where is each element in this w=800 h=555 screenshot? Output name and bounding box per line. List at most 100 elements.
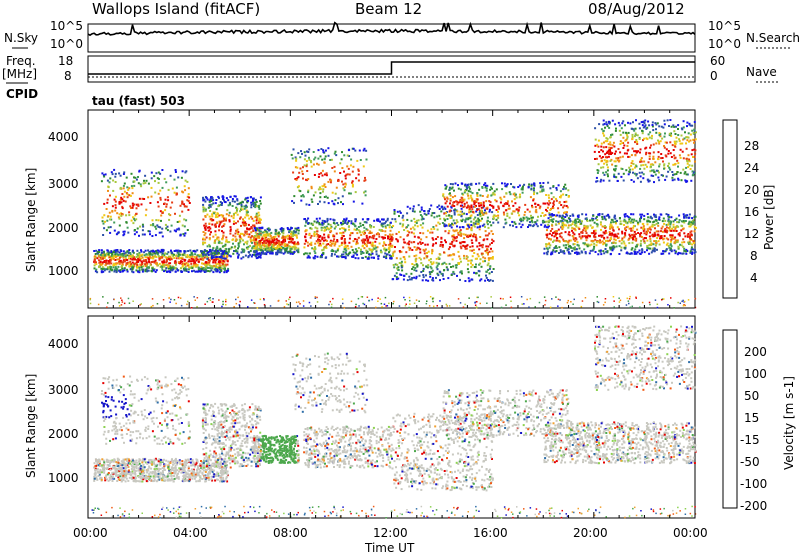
range-gate-cell	[662, 161, 664, 163]
range-gate-cell	[446, 266, 448, 268]
range-gate-cell	[667, 119, 669, 121]
range-gate-cell	[545, 243, 547, 245]
range-gate-cell	[679, 232, 681, 234]
range-gate-cell	[497, 217, 499, 219]
range-gate-cell	[636, 229, 638, 231]
range-gate-cell	[220, 201, 222, 203]
range-gate-cell	[551, 225, 553, 227]
range-gate-cell	[198, 268, 200, 270]
range-gate-cell	[472, 255, 474, 257]
range-gate-cell	[185, 269, 187, 271]
range-gate-cell	[446, 215, 448, 217]
range-gate-cell	[615, 157, 617, 159]
range-gate-cell	[97, 251, 99, 253]
range-gate-cell	[182, 265, 184, 267]
range-gate-cell	[210, 267, 212, 269]
range-gate-cell	[567, 227, 569, 229]
range-gate-cell	[166, 260, 168, 262]
range-gate-cell	[411, 278, 413, 280]
range-gate-cell	[627, 150, 629, 152]
range-gate-cell	[244, 225, 246, 227]
range-gate-cell	[685, 253, 687, 255]
range-gate-cell	[136, 264, 138, 266]
range-gate-cell	[572, 232, 574, 234]
range-gate-cell	[309, 252, 311, 254]
range-gate-cell	[648, 247, 650, 249]
range-gate-cell	[635, 154, 637, 156]
range-gate-cell	[145, 260, 147, 262]
range-gate-cell	[645, 153, 647, 155]
range-gate-cell	[194, 253, 196, 255]
range-gate-cell	[473, 218, 475, 220]
range-gate-cell	[397, 211, 399, 213]
range-gate-cell	[161, 256, 163, 258]
range-gate-cell	[422, 232, 424, 234]
range-gate-cell	[656, 230, 658, 232]
range-gate-cell	[423, 257, 425, 259]
range-gate-cell	[544, 248, 546, 250]
range-gate-cell	[264, 234, 266, 236]
range-gate-cell	[212, 255, 214, 257]
range-gate-cell	[425, 214, 427, 216]
range-gate-cell	[670, 222, 672, 224]
range-gate-cell	[655, 214, 657, 216]
range-gate-cell	[570, 220, 572, 222]
range-gate-cell	[537, 204, 539, 206]
range-gate-cell	[653, 240, 655, 242]
range-gate-cell	[644, 251, 646, 253]
range-gate-cell	[432, 277, 434, 279]
range-gate-cell	[437, 274, 439, 276]
range-gate-cell	[321, 222, 323, 224]
range-gate-cell	[459, 258, 461, 260]
range-gate-cell	[377, 258, 379, 260]
range-gate-cell	[384, 252, 386, 254]
range-gate-cell	[662, 220, 664, 222]
range-gate-cell	[559, 202, 561, 204]
range-gate-cell	[246, 231, 248, 233]
range-gate-cell	[270, 232, 272, 234]
range-gate-cell	[346, 218, 348, 220]
range-gate-cell	[147, 270, 149, 272]
range-gate-cell	[249, 254, 251, 256]
range-gate-cell	[560, 251, 562, 253]
range-gate-cell	[654, 247, 656, 249]
range-gate-cell	[145, 256, 147, 258]
range-gate-cell	[240, 225, 242, 227]
range-gate-cell	[687, 234, 689, 236]
range-gate-cell	[524, 204, 526, 206]
range-gate-cell	[369, 236, 371, 238]
range-gate-cell	[131, 271, 133, 273]
range-gate-cell	[659, 244, 661, 246]
range-gate-cell	[389, 243, 391, 245]
range-gate-cell	[226, 240, 228, 242]
range-gate-cell	[329, 244, 331, 246]
range-gate-cell	[332, 240, 334, 242]
range-gate-cell	[596, 158, 598, 160]
range-gate-cell	[214, 230, 216, 232]
range-gate-cell	[461, 273, 463, 275]
range-gate-cell	[468, 184, 470, 186]
range-gate-cell	[411, 232, 413, 234]
range-gate-cell	[172, 188, 174, 190]
range-gate-cell	[601, 160, 603, 162]
range-gate-cell	[334, 253, 336, 255]
range-gate-cell	[597, 253, 599, 255]
range-gate-cell	[367, 257, 369, 259]
range-gate-cell	[332, 250, 334, 252]
range-gate-cell	[250, 237, 252, 239]
range-gate-cell	[227, 199, 229, 201]
range-gate-cell	[662, 250, 664, 252]
range-gate-cell	[334, 228, 336, 230]
range-gate-cell	[655, 132, 657, 134]
range-gate-cell	[333, 222, 335, 224]
range-gate-cell	[381, 236, 383, 238]
range-gate-cell	[624, 219, 626, 221]
range-gate-cell	[232, 235, 234, 237]
range-gate-cell	[167, 271, 169, 273]
range-gate-cell	[204, 239, 206, 241]
range-gate-cell	[185, 266, 187, 268]
range-gate-cell	[326, 240, 328, 242]
range-gate-cell	[481, 212, 483, 214]
range-gate-cell	[378, 236, 380, 238]
range-gate-cell	[258, 227, 260, 229]
